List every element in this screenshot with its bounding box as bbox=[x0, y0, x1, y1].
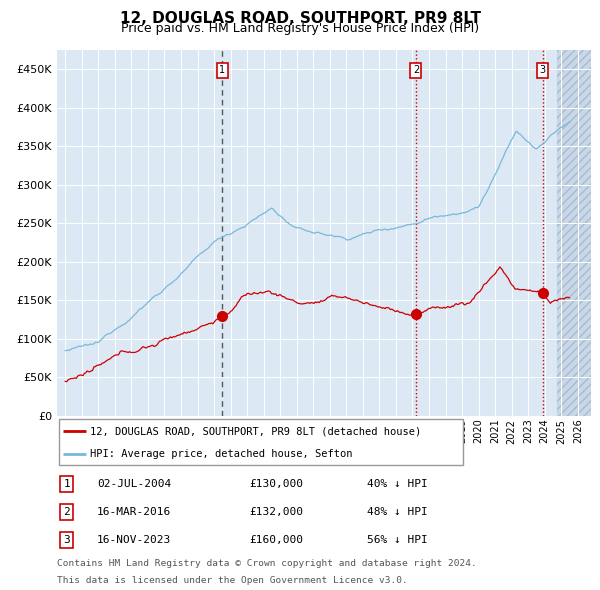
Text: 3: 3 bbox=[539, 65, 546, 76]
Text: 12, DOUGLAS ROAD, SOUTHPORT, PR9 8LT: 12, DOUGLAS ROAD, SOUTHPORT, PR9 8LT bbox=[119, 11, 481, 25]
Text: 16-MAR-2016: 16-MAR-2016 bbox=[97, 507, 172, 517]
Text: 2: 2 bbox=[413, 65, 419, 76]
FancyBboxPatch shape bbox=[59, 419, 463, 465]
Text: 1: 1 bbox=[63, 479, 70, 489]
Bar bbox=[557, 50, 591, 416]
Text: Price paid vs. HM Land Registry's House Price Index (HPI): Price paid vs. HM Land Registry's House … bbox=[121, 22, 479, 35]
Text: 40% ↓ HPI: 40% ↓ HPI bbox=[367, 479, 427, 489]
Text: 02-JUL-2004: 02-JUL-2004 bbox=[97, 479, 172, 489]
Bar bbox=[557, 50, 591, 416]
Text: This data is licensed under the Open Government Licence v3.0.: This data is licensed under the Open Gov… bbox=[57, 576, 408, 585]
Text: 56% ↓ HPI: 56% ↓ HPI bbox=[367, 535, 427, 545]
Text: £132,000: £132,000 bbox=[249, 507, 303, 517]
Text: £130,000: £130,000 bbox=[249, 479, 303, 489]
Text: 48% ↓ HPI: 48% ↓ HPI bbox=[367, 507, 427, 517]
Text: £160,000: £160,000 bbox=[249, 535, 303, 545]
Text: HPI: Average price, detached house, Sefton: HPI: Average price, detached house, Seft… bbox=[91, 449, 353, 459]
Text: Contains HM Land Registry data © Crown copyright and database right 2024.: Contains HM Land Registry data © Crown c… bbox=[57, 559, 477, 568]
Text: 2: 2 bbox=[63, 507, 70, 517]
Text: 16-NOV-2023: 16-NOV-2023 bbox=[97, 535, 172, 545]
Text: 3: 3 bbox=[63, 535, 70, 545]
Text: 1: 1 bbox=[219, 65, 226, 76]
Text: 12, DOUGLAS ROAD, SOUTHPORT, PR9 8LT (detached house): 12, DOUGLAS ROAD, SOUTHPORT, PR9 8LT (de… bbox=[91, 426, 422, 436]
